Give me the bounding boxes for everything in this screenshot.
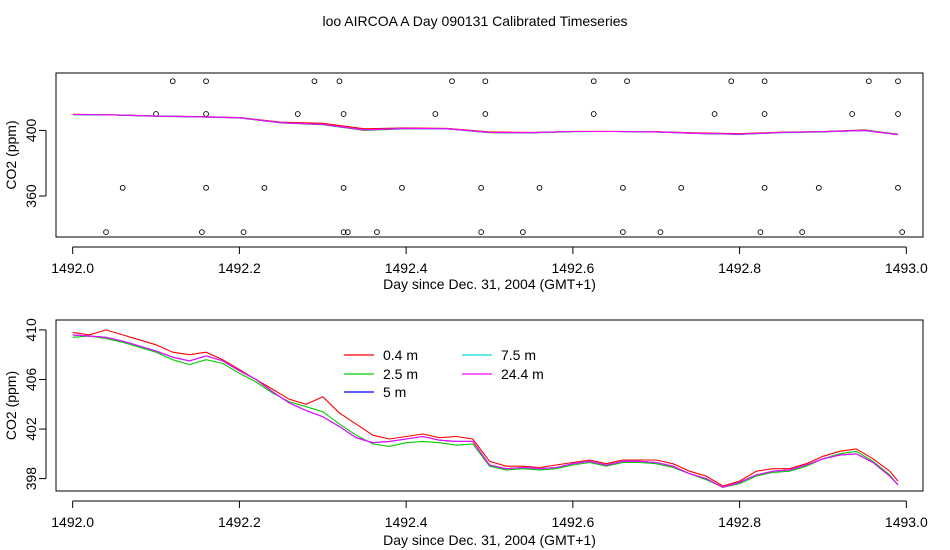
y-tick-label: 410 [23, 318, 39, 342]
sample-marker [657, 229, 664, 235]
series-line-24-4-m [72, 113, 899, 136]
plot-frame [55, 319, 924, 492]
sample-marker [340, 111, 347, 117]
x-tick-label: 1492.4 [385, 514, 428, 530]
series-line-0-4-m [72, 329, 899, 487]
sample-marker [761, 184, 768, 191]
sample-marker [478, 229, 485, 235]
y-tick-label: 406 [23, 368, 39, 392]
sample-marker [399, 184, 405, 191]
sample-marker [711, 111, 718, 117]
sample-marker [620, 184, 626, 191]
y-tick-label: 402 [23, 417, 39, 441]
sample-marker [761, 111, 768, 117]
sample-marker [340, 229, 347, 235]
sample-marker [103, 229, 109, 235]
x-tick-label: 1492.6 [551, 260, 594, 276]
x-tick-label: 1493.0 [885, 260, 928, 276]
x-tick-label: 1492.0 [51, 260, 94, 276]
x-tick-label: 1492.2 [218, 260, 261, 276]
sample-marker [336, 78, 343, 85]
sample-marker [432, 111, 439, 117]
sample-marker [895, 78, 901, 85]
sample-marker [169, 78, 176, 85]
x-tick-label: 1493.0 [885, 514, 928, 530]
x-tick-label: 1492.8 [718, 260, 761, 276]
x-tick-label: 1492.6 [551, 514, 594, 530]
legend-label: 5 m [383, 384, 406, 400]
sample-marker [203, 184, 209, 191]
y-tick-label: 400 [23, 119, 39, 143]
bottom-panel-zoomed: 1492.0 1492.2 1492.4 1492.6 1492.8 1493.0 Day … [3, 318, 928, 548]
y-axis-label: CO2 (ppm) [3, 120, 19, 189]
sample-marker [311, 78, 318, 85]
x-tick-label: 1492.0 [51, 514, 94, 530]
sample-marker [294, 111, 301, 117]
sample-marker [240, 229, 247, 235]
sample-marker [344, 229, 351, 235]
sample-marker [899, 229, 906, 235]
sample-marker [895, 111, 901, 117]
legend-label: 24.4 m [501, 366, 544, 382]
sample-marker [590, 111, 597, 117]
sample-marker [203, 78, 209, 85]
top-panel-all-levels: 1492.0 1492.2 1492.4 1492.6 1492.8 1493.0 Day … [3, 72, 928, 292]
legend-label: 0.4 m [383, 347, 418, 363]
x-axis-label: Day since Dec. 31, 2004 (GMT+1) [383, 532, 596, 548]
y-tick-label: 360 [23, 184, 39, 208]
y-axis-label: CO2 (ppm) [3, 371, 19, 440]
sample-marker [757, 229, 764, 235]
sample-marker [761, 78, 768, 85]
sample-marker [449, 78, 455, 85]
sample-marker [620, 229, 626, 235]
x-axis-label: Day since Dec. 31, 2004 (GMT+1) [383, 276, 596, 292]
legend-label: 2.5 m [383, 366, 418, 382]
figure-title: loo AIRCOA A Day 090131 Calibrated Times… [322, 13, 627, 29]
series-line-24-4-m [72, 334, 899, 488]
x-tick-label: 1492.2 [218, 514, 261, 530]
sample-marker [482, 111, 489, 117]
x-tick-label: 1492.8 [718, 514, 761, 530]
sample-marker [340, 184, 347, 191]
sample-marker [478, 184, 485, 191]
sample-marker [374, 229, 380, 235]
sample-marker [199, 229, 205, 235]
sample-marker [624, 78, 630, 85]
sample-marker [678, 184, 685, 191]
plot-frame [55, 72, 924, 238]
series-line-5-m [72, 334, 899, 488]
legend-label: 7.5 m [501, 347, 536, 363]
sample-marker [519, 229, 526, 235]
sample-marker [895, 184, 901, 191]
sample-marker [815, 184, 822, 191]
sample-marker [482, 78, 489, 85]
sample-marker [203, 111, 209, 117]
sample-marker [536, 184, 543, 191]
sample-marker [728, 78, 735, 85]
sample-marker [849, 111, 855, 117]
series-line-7-5-m [72, 334, 899, 488]
y-tick-label: 398 [23, 467, 39, 491]
sample-marker [799, 229, 805, 235]
sample-marker [261, 184, 268, 191]
sample-marker [865, 78, 872, 85]
sample-marker [590, 78, 597, 85]
x-tick-label: 1492.4 [385, 260, 428, 276]
series-line-2-5-m [72, 335, 899, 488]
sample-marker [119, 184, 126, 191]
